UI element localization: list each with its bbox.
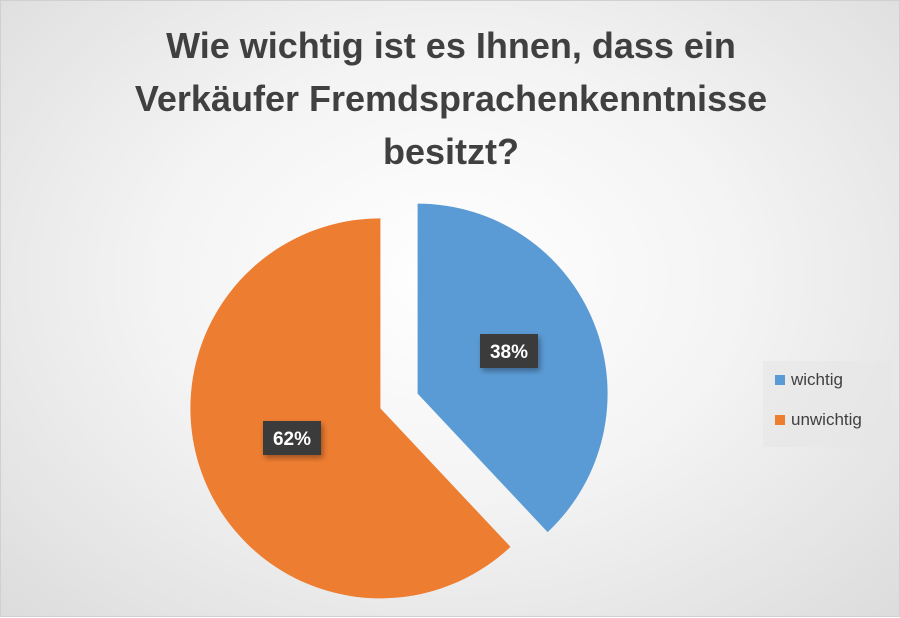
data-label-wichtig: 38% [490,342,528,363]
data-label-unwichtig: 62% [273,429,311,450]
data-label-box-unwichtig [263,421,321,455]
legend-item-unwichtig: unwichtig [775,409,862,431]
legend-swatch-wichtig [775,375,785,385]
legend-item-wichtig: wichtig [775,369,843,391]
chart-title: Wie wichtig ist es Ihnen, dass ein Verkä… [134,25,768,172]
legend-swatch-unwichtig [775,415,785,425]
pie-slice-unwichtig [190,218,511,599]
legend-label-unwichtig: unwichtig [791,410,862,429]
legend-label-wichtig: wichtig [791,370,843,389]
data-label-box-wichtig [480,334,538,368]
chart-legend: wichtig unwichtig [763,361,891,447]
